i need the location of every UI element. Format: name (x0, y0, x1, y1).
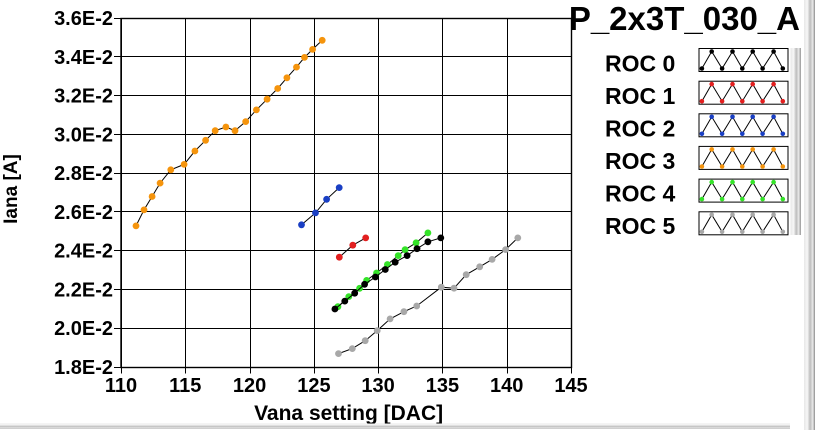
svg-text:ROC 2: ROC 2 (605, 116, 675, 142)
svg-text:Iana [A]: Iana [A] (1, 154, 22, 224)
svg-text:140: 140 (490, 375, 523, 397)
svg-text:3.6E-2: 3.6E-2 (54, 8, 113, 30)
svg-text:145: 145 (554, 375, 587, 397)
svg-text:ROC 0: ROC 0 (605, 51, 675, 77)
svg-text:110: 110 (105, 375, 137, 397)
svg-text:3.0E-2: 3.0E-2 (54, 124, 113, 146)
svg-text:Vana setting [DAC]: Vana setting [DAC] (254, 402, 443, 425)
svg-text:130: 130 (361, 375, 394, 397)
svg-text:135: 135 (426, 375, 459, 397)
svg-text:P_2x3T_030_A: P_2x3T_030_A (569, 0, 800, 37)
svg-text:2.0E-2: 2.0E-2 (54, 318, 113, 340)
svg-text:3.2E-2: 3.2E-2 (54, 86, 113, 108)
svg-text:2.6E-2: 2.6E-2 (54, 202, 113, 224)
svg-text:ROC 1: ROC 1 (605, 83, 676, 109)
svg-text:120: 120 (233, 375, 266, 397)
svg-text:3.4E-2: 3.4E-2 (54, 47, 113, 69)
svg-text:2.2E-2: 2.2E-2 (54, 279, 113, 301)
svg-text:ROC 5: ROC 5 (605, 213, 676, 239)
svg-text:2.4E-2: 2.4E-2 (54, 241, 113, 263)
svg-text:125: 125 (297, 375, 330, 397)
svg-text:ROC 3: ROC 3 (605, 148, 675, 174)
svg-text:2.8E-2: 2.8E-2 (54, 163, 113, 185)
svg-text:115: 115 (169, 375, 201, 397)
svg-text:ROC 4: ROC 4 (605, 181, 676, 207)
